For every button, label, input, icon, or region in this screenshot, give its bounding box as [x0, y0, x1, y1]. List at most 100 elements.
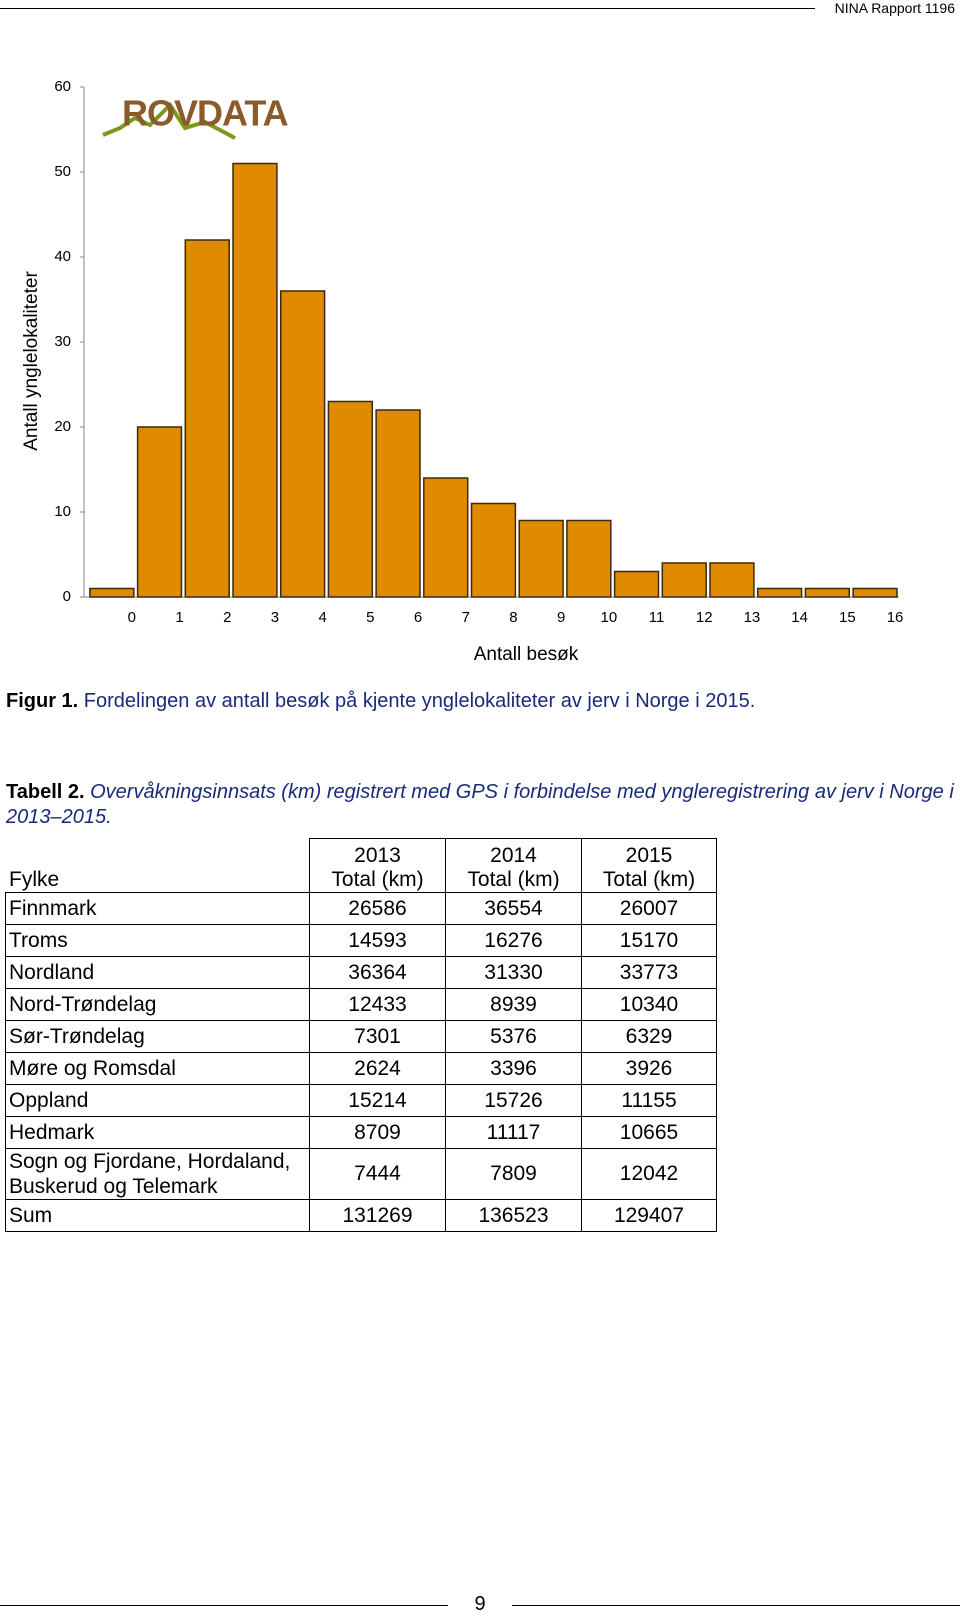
bar — [566, 519, 612, 598]
header-row: Fylke 2013 Total (km) 2014 Total (km) 2015 To… — [5, 838, 717, 893]
table-row: Oppland 15214 15726 11155 — [5, 1084, 717, 1117]
bar — [661, 562, 707, 598]
table-title-text: Overvåkningsinnsats (km) registrert med … — [6, 781, 954, 828]
caption-text: Fordelingen av antall besøk på kjente yn… — [83, 690, 756, 712]
column-year: 2014 — [490, 844, 537, 867]
data-table: Fylke 2013 Total (km) 2014 Total (km) 2015 To… — [5, 838, 717, 1232]
value-cell: 31330 — [445, 956, 582, 989]
value-cell: 36364 — [309, 956, 446, 989]
table-row: Nord-Trøndelag 12433 8939 10340 — [5, 988, 717, 1021]
column-year: 2013 — [354, 844, 401, 867]
chart: ROVDATA Antall ynglelokaliteter Antall b… — [21, 78, 904, 665]
x-tick-label: 3 — [271, 609, 279, 626]
x-tick-label: 14 — [791, 609, 808, 626]
bar — [613, 570, 660, 598]
x-tick-label: 4 — [318, 609, 326, 626]
x-tick-label: 5 — [366, 609, 374, 626]
bar — [375, 409, 421, 598]
logo-swoosh — [102, 101, 236, 140]
y-tick-label: 10 — [54, 503, 71, 520]
header-cell: Fylke — [5, 838, 310, 893]
table-row: Sum 131269 136523 129407 — [5, 1199, 717, 1232]
value-cell: 11117 — [445, 1116, 582, 1149]
row-label: Sogn og Fjordane, Hordaland, Buskerud og… — [5, 1148, 310, 1200]
x-tick-label: 9 — [557, 609, 565, 626]
header-cell: 2014 Total (km) — [445, 838, 582, 893]
row-label: Hedmark — [5, 1116, 310, 1149]
table-title-label: Tabell 2. — [6, 781, 85, 803]
x-tick-label: 16 — [887, 609, 904, 626]
value-cell: 7444 — [309, 1148, 446, 1200]
column-year: 2015 — [625, 844, 673, 867]
column-unit: Total (km) — [602, 868, 696, 891]
x-tick-label: 2 — [223, 609, 231, 626]
row-label: Sum — [5, 1199, 310, 1232]
table-row: Nordland 36364 31330 33773 — [5, 956, 717, 989]
row-label: Møre og Romsdal — [5, 1052, 310, 1085]
y-tick-label: 20 — [54, 418, 71, 435]
value-cell: 136523 — [445, 1199, 582, 1232]
table-row: Hedmark 8709 11117 10665 — [5, 1116, 717, 1149]
x-tick-label: 12 — [696, 609, 713, 626]
value-cell: 14593 — [309, 924, 446, 957]
x-tick-label: 10 — [601, 609, 618, 626]
value-cell: 36554 — [445, 892, 582, 925]
logo: ROVDATA — [102, 93, 290, 140]
y-axis-label: Antall ynglelokaliteter — [21, 271, 42, 451]
value-cell: 26007 — [581, 892, 717, 925]
bar — [423, 477, 469, 598]
header-cell: 2013 Total (km) — [309, 838, 446, 893]
value-cell: 2624 — [309, 1052, 446, 1085]
bar — [518, 519, 564, 598]
column-unit: Total (km) — [467, 868, 560, 891]
row-label: Oppland — [5, 1084, 310, 1117]
value-cell: 15170 — [581, 924, 717, 957]
value-cell: 3926 — [581, 1052, 717, 1085]
table-row: Finnmark 26586 36554 26007 — [5, 892, 717, 925]
bar — [232, 162, 278, 598]
header: NINA Rapport 1196 — [0, 0, 960, 20]
value-cell: 15726 — [445, 1084, 582, 1117]
value-cell: 16276 — [445, 924, 582, 957]
table-row: Sør-Trøndelag 7301 5376 6329 — [5, 1020, 717, 1053]
page-number: 9 — [474, 1593, 486, 1615]
x-tick-label: 7 — [462, 609, 470, 626]
value-cell: 7301 — [309, 1020, 446, 1053]
value-cell: 15214 — [309, 1084, 446, 1117]
value-cell: 3396 — [445, 1052, 582, 1085]
table-title: Tabell 2. Overvåkningsinnsats (km) regis… — [6, 780, 956, 830]
y-tick-label: 30 — [54, 333, 71, 350]
row-label: Nord-Trøndelag — [5, 988, 310, 1021]
value-cell: 129407 — [581, 1199, 717, 1232]
bar — [89, 587, 135, 598]
bar — [756, 587, 803, 598]
bar — [470, 502, 517, 598]
header-text: NINA Rapport 1196 — [834, 0, 955, 16]
bar — [852, 587, 898, 598]
value-cell: 12433 — [309, 988, 446, 1021]
value-cell: 8709 — [309, 1116, 446, 1149]
row-label: Finnmark — [5, 892, 310, 925]
value-cell: 8939 — [445, 988, 582, 1021]
caption-label: Figur 1. — [6, 690, 79, 712]
footer-rule — [512, 1605, 960, 1606]
header-rule — [0, 8, 815, 9]
y-tick-label: 0 — [63, 588, 71, 605]
x-tick-label: 15 — [839, 609, 856, 626]
y-tick-label: 50 — [54, 163, 71, 180]
row-label: Nordland — [5, 956, 310, 989]
value-cell: 12042 — [581, 1148, 717, 1200]
value-cell: 7809 — [445, 1148, 582, 1200]
row-label: Troms — [5, 924, 310, 957]
bar — [279, 290, 326, 598]
value-cell: 10665 — [581, 1116, 717, 1149]
table-row: Troms 14593 16276 15170 — [5, 924, 717, 957]
figure-caption: Figur 1. Fordelingen av antall besøk på … — [6, 690, 755, 713]
table-row: Møre og Romsdal 2624 3396 3926 — [5, 1052, 717, 1085]
footer-rule — [0, 1605, 448, 1606]
x-tick-label: 6 — [414, 609, 422, 626]
value-cell: 5376 — [445, 1020, 582, 1053]
table-row: Sogn og Fjordane, Hordaland, Buskerud og… — [5, 1148, 717, 1200]
y-tick-label: 40 — [54, 248, 71, 265]
x-tick-label: 0 — [128, 609, 136, 626]
